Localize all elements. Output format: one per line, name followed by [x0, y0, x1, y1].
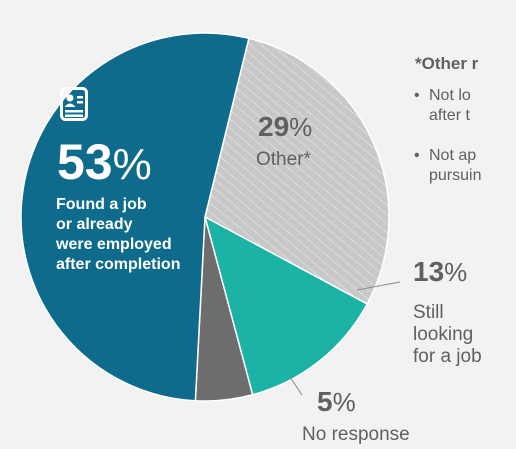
other-reason-1-line1: Not lo	[429, 87, 471, 104]
slice-label-noresponse-percent: 5%	[317, 388, 356, 416]
noresponse-percent-sign: %	[332, 387, 356, 417]
bullet-dot: •	[414, 87, 420, 104]
slice-label-found-percent: 53%	[57, 137, 152, 187]
pie-slice-still-looking	[203, 215, 369, 396]
found-percent-value: 53	[57, 134, 113, 190]
found-text-line2: or already	[56, 216, 133, 233]
slice-label-still-text: Still looking for a job	[413, 302, 482, 368]
slice-label-other-text: Other*	[256, 149, 311, 170]
found-text-line4: after completion	[56, 256, 181, 273]
other-reason-2-line2: pursuin	[429, 167, 482, 184]
pie-slice-found-job	[20, 32, 250, 402]
other-reason-2-line1: Not ap	[429, 147, 477, 164]
still-percent-value: 13	[413, 256, 445, 287]
slice-label-noresponse-text: No response	[302, 424, 410, 445]
leader-line-no-response	[289, 376, 303, 396]
slice-label-found-text: Found a job or already were employed aft…	[56, 195, 180, 275]
other-percent-sign: %	[289, 112, 313, 142]
bullet-dot: •	[414, 147, 420, 164]
other-reasons-title: *Other r	[415, 54, 479, 73]
slice-label-still-percent: 13%	[413, 258, 467, 286]
leader-line-still-looking	[356, 281, 401, 291]
still-text-line3: for a job	[413, 346, 482, 367]
still-text-line1: Still	[413, 302, 444, 323]
other-reason-1-line2: after t	[429, 107, 470, 124]
resume-document-icon	[60, 87, 88, 121]
still-text-line2: looking	[413, 324, 474, 345]
noresponse-percent-value: 5	[317, 386, 333, 417]
other-reason-item-1: • Not lo after t	[414, 86, 471, 126]
other-percent-value: 29	[258, 111, 290, 142]
found-percent-sign: %	[112, 140, 152, 189]
pie-slice-other	[204, 37, 390, 305]
other-reason-item-2: • Not ap pursuin	[414, 146, 482, 186]
still-percent-sign: %	[444, 257, 468, 287]
found-text-line3: were employed	[56, 236, 172, 253]
found-text-line1: Found a job	[56, 196, 147, 213]
slice-label-other-percent: 29%	[258, 113, 312, 141]
